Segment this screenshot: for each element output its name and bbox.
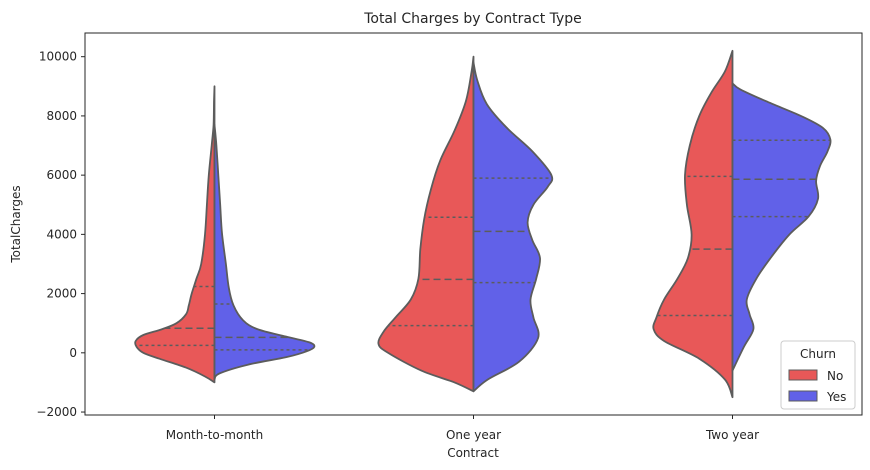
violin-month-to-month-no: [134, 85, 216, 384]
y-tick-label: 8000: [46, 109, 77, 123]
x-tick-label-one-year: One year: [446, 428, 501, 442]
y-tick-label: 4000: [46, 227, 77, 241]
y-tick-label: 0: [69, 346, 77, 360]
violin-month-to-month-yes: [213, 123, 316, 381]
y-axis-ticks: −2000 0 2000 4000 6000 8000 10000: [36, 50, 85, 419]
legend-label-yes: Yes: [826, 390, 846, 404]
plot-frame: [84, 32, 863, 416]
chart-title: Total Charges by Contract Type: [363, 11, 582, 27]
y-tick-label: 2000: [46, 287, 77, 301]
x-axis-ticks: Month-to-month One year Two year: [166, 415, 759, 442]
quartile-lines-layer: [136, 139, 831, 351]
y-tick-label: 10000: [39, 50, 77, 64]
violins-layer: [134, 49, 832, 399]
y-tick-label: −2000: [36, 405, 77, 419]
legend: Churn No Yes: [780, 340, 856, 410]
y-axis-label: TotalCharges: [9, 185, 23, 263]
violin-two-year-no: [652, 49, 734, 399]
x-tick-label-two-year: Two year: [705, 428, 759, 442]
legend-label-no: No: [827, 369, 843, 383]
violin-one-year-yes: [472, 61, 554, 393]
x-tick-label-month-to-month: Month-to-month: [166, 428, 264, 442]
legend-swatch-no: [788, 369, 818, 381]
x-axis-label: Contract: [447, 446, 499, 460]
y-tick-label: 6000: [46, 168, 77, 182]
violin-two-year-yes: [731, 82, 832, 372]
legend-swatch-yes: [788, 390, 818, 402]
legend-title: Churn: [800, 347, 836, 361]
